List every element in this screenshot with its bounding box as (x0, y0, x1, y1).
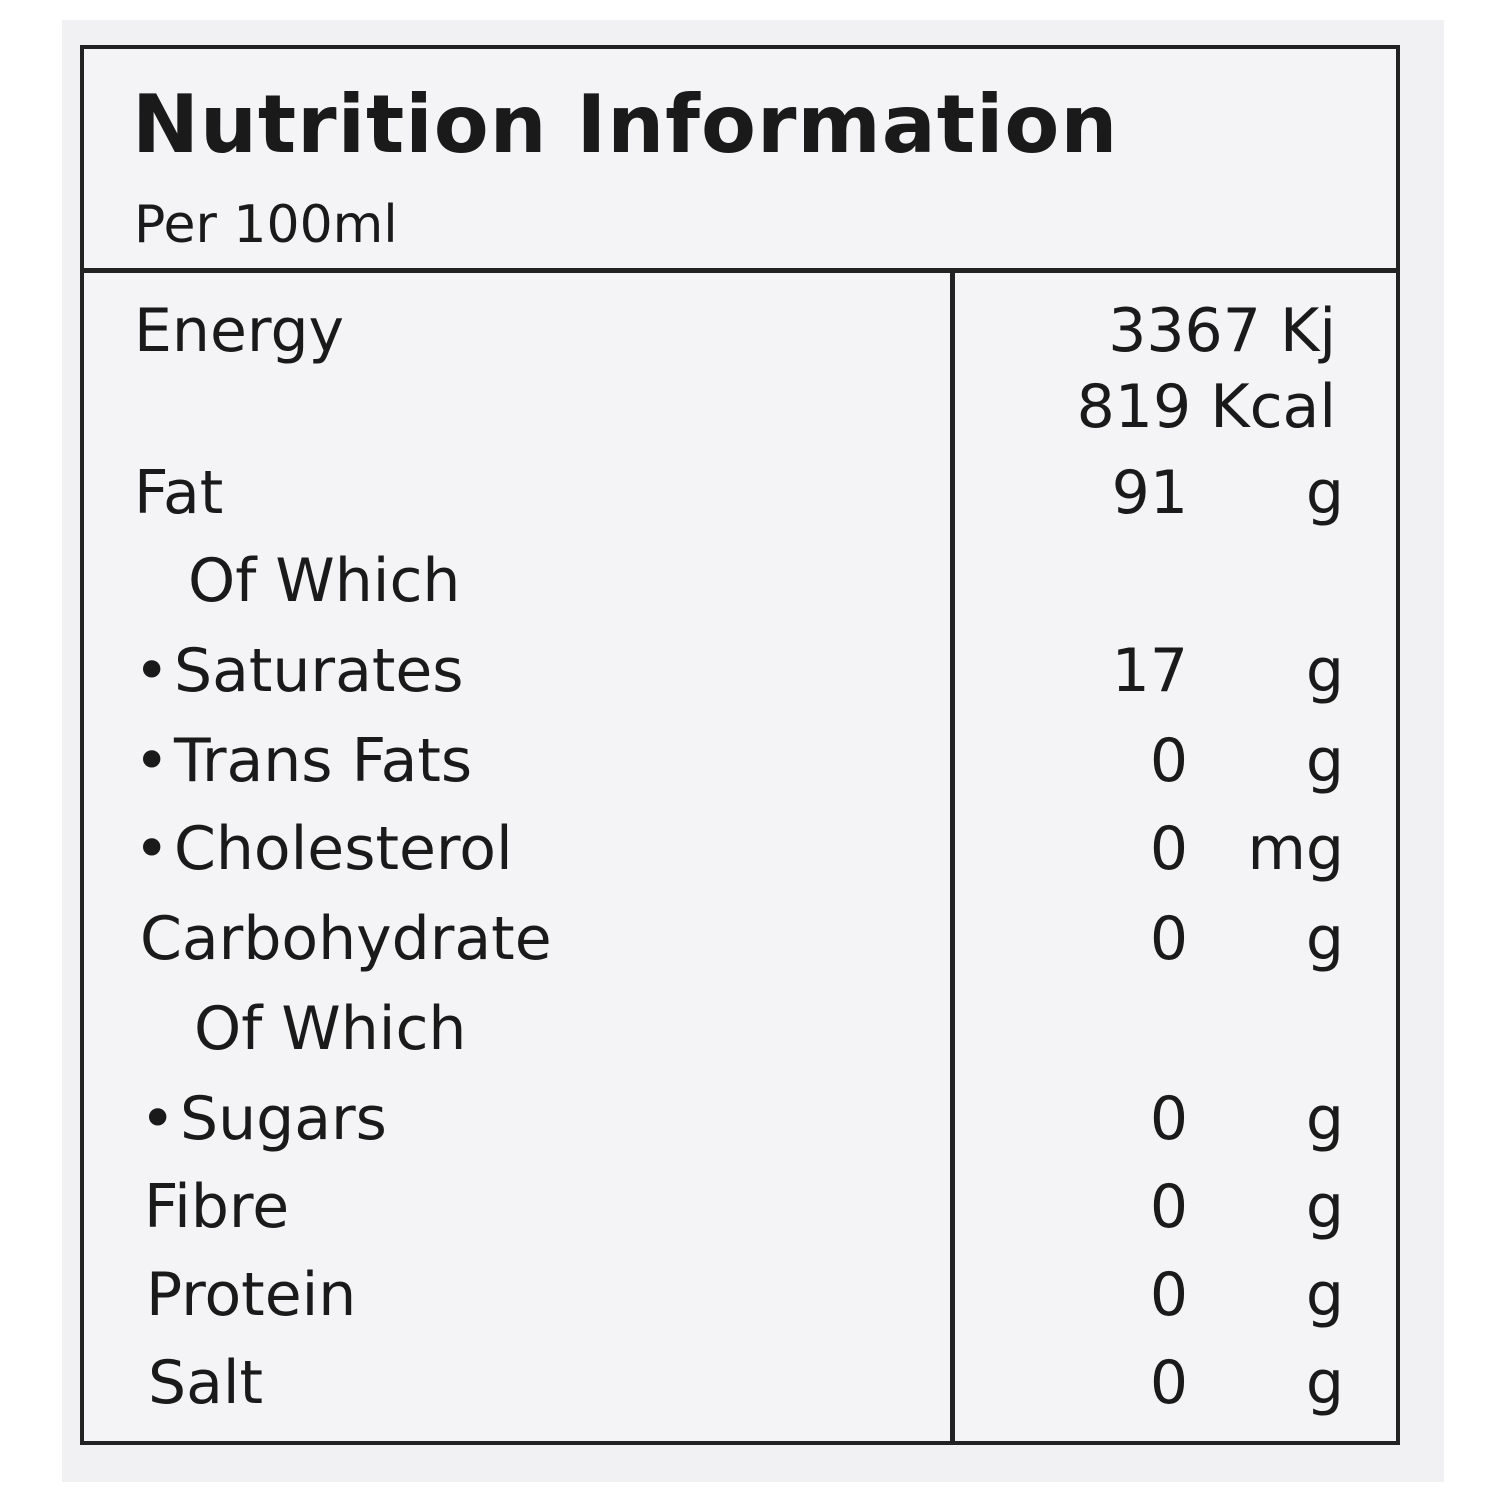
bullet-icon: • (134, 814, 170, 884)
nutrient-row-salt: Salt 0 g (84, 1343, 1396, 1423)
label-header: Nutrition Information Per 100ml (84, 49, 1396, 273)
nutrient-row-protein: Protein 0 g (84, 1255, 1396, 1335)
nutrient-amount: 17 (1111, 636, 1188, 706)
nutrient-name: Salt (148, 1348, 264, 1418)
nutrient-label: Trans Fats (174, 726, 473, 796)
nutrient-row-sugars: •Sugars 0 g (84, 1079, 1396, 1159)
nutrient-row-energy-kcal: 819 Kcal (84, 367, 1396, 447)
nutrient-amount: 0 (1149, 1084, 1188, 1154)
nutrient-unit: g (1305, 726, 1344, 796)
nutrient-subheading: Of Which (188, 546, 461, 616)
nutrient-unit: g (1305, 1084, 1344, 1154)
energy-kj: 3367 Kj (1108, 296, 1336, 366)
column-divider (950, 273, 955, 1445)
nutrient-name: Fat (134, 458, 224, 528)
nutrient-label: Saturates (174, 636, 464, 706)
energy-kcal: 819 Kcal (1076, 372, 1336, 442)
nutrient-name: Carbohydrate (140, 904, 552, 974)
nutrient-subheading: Of Which (194, 994, 467, 1064)
bullet-icon: • (134, 726, 170, 796)
nutrient-unit: g (1305, 636, 1344, 706)
nutrient-amount: 0 (1149, 904, 1188, 974)
nutrient-amount: 0 (1149, 814, 1188, 884)
nutrition-label: Nutrition Information Per 100ml Energy 3… (80, 45, 1400, 1445)
nutrient-row-carbohydrate: Carbohydrate 0 g (84, 899, 1396, 979)
nutrient-row-cholesterol: •Cholesterol 0 mg (84, 809, 1396, 889)
nutrient-label: Sugars (180, 1084, 387, 1154)
nutrient-name: Fibre (144, 1172, 290, 1242)
nutrient-amount: 0 (1149, 1348, 1188, 1418)
nutrient-row-trans-fats: •Trans Fats 0 g (84, 721, 1396, 801)
bullet-icon: • (134, 636, 170, 706)
nutrient-unit: mg (1247, 814, 1344, 884)
serving-basis: Per 100ml (134, 195, 398, 255)
nutrient-unit: g (1305, 1348, 1344, 1418)
nutrient-row-of-which-carbohydrate: Of Which (84, 989, 1396, 1069)
nutrient-name: •Cholesterol (134, 809, 513, 889)
nutrient-amount: 0 (1149, 1260, 1188, 1330)
label-title: Nutrition Information (132, 78, 1119, 171)
nutrient-row-of-which-fat: Of Which (84, 541, 1396, 621)
nutrient-name: Energy (134, 296, 345, 366)
nutrient-unit: g (1305, 1172, 1344, 1242)
nutrient-name: Protein (146, 1260, 357, 1330)
nutrient-name: •Sugars (140, 1079, 387, 1159)
nutrient-row-fibre: Fibre 0 g (84, 1167, 1396, 1247)
nutrient-row-saturates: •Saturates 17 g (84, 631, 1396, 711)
nutrient-label: Cholesterol (174, 814, 513, 884)
nutrient-row-energy: Energy 3367 Kj (84, 291, 1396, 371)
nutrient-amount: 0 (1149, 1172, 1188, 1242)
nutrient-name: •Trans Fats (134, 721, 472, 801)
nutrient-unit: g (1305, 904, 1344, 974)
nutrient-row-fat: Fat 91 g (84, 453, 1396, 533)
nutrient-amount: 91 (1111, 458, 1188, 528)
nutrient-unit: g (1305, 458, 1344, 528)
bullet-icon: • (140, 1084, 176, 1154)
nutrient-amount: 0 (1149, 726, 1188, 796)
nutrient-unit: g (1305, 1260, 1344, 1330)
nutrient-name: •Saturates (134, 631, 464, 711)
